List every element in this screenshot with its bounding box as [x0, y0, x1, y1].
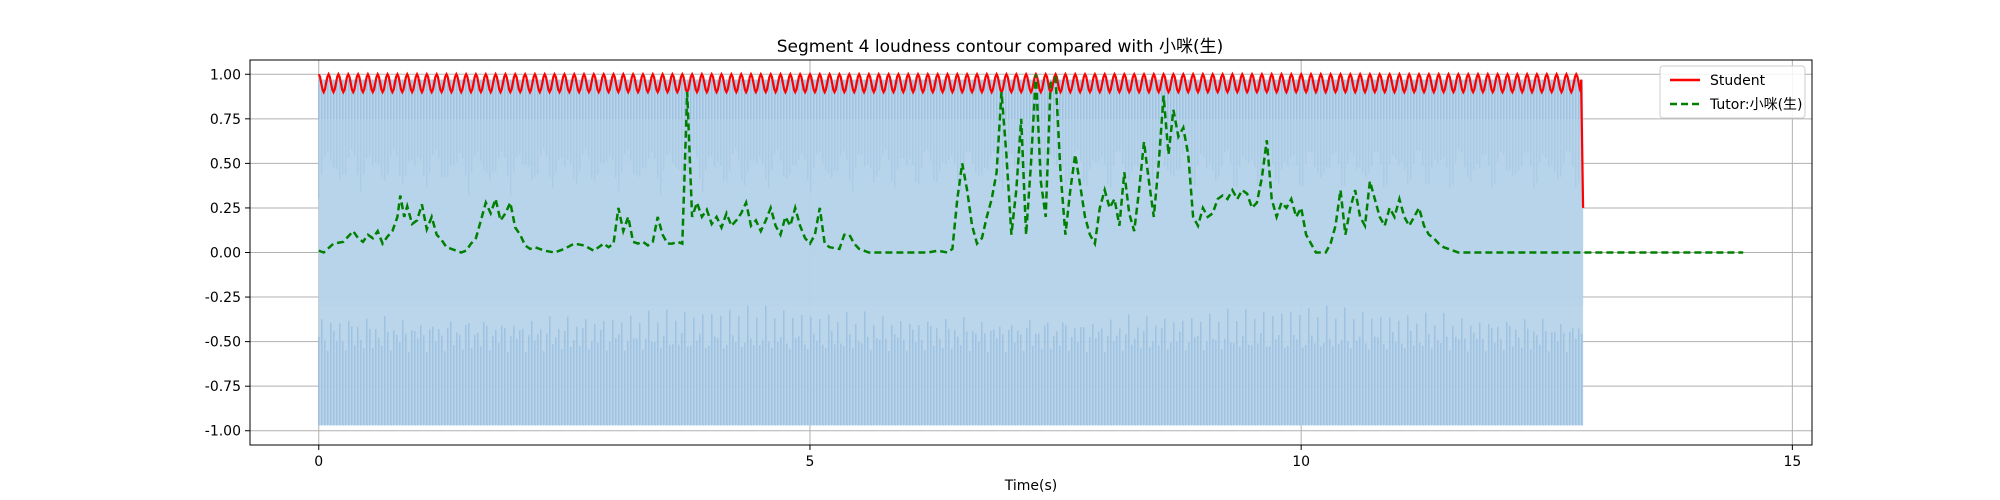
y-axis-ticks: 1.00 0.75 0.50 0.25 0.00 -0.25 -0.50 -0.75 -1.00: [205, 67, 250, 440]
x-tick-label: 5: [806, 454, 815, 470]
x-tick-label: 0: [314, 454, 323, 470]
y-tick-label: 0.25: [210, 201, 241, 217]
y-tick-label: 1.00: [210, 67, 241, 83]
legend: Student Tutor:小咪(生): [1659, 65, 1806, 119]
series-line-tutor: [318, 74, 1744, 254]
series-lines: [317, 71, 1744, 254]
y-tick-label: -1.00: [205, 424, 241, 440]
waveform-stripes-bottom: [318, 305, 1583, 426]
x-tick-label: 10: [1292, 454, 1310, 470]
y-tick-label: 0.50: [210, 156, 241, 172]
x-axis-ticks: 0 5 10 15: [314, 445, 1801, 470]
chart-title: Segment 4 loudness contour compared with…: [777, 37, 1223, 57]
legend-label-student: Student: [1710, 73, 1766, 89]
y-tick-label: -0.50: [205, 335, 241, 351]
x-tick-label: 15: [1783, 454, 1801, 470]
legend-label-tutor: Tutor:小咪(生): [1709, 97, 1803, 113]
series-line-student: [317, 71, 1585, 208]
y-tick-label: 0.75: [210, 112, 241, 128]
y-tick-label: -0.75: [205, 379, 241, 395]
waveform-area: [318, 79, 1584, 426]
x-axis-label: Time(s): [1004, 478, 1057, 494]
waveform-core: [318, 118, 1584, 306]
y-tick-label: -0.25: [205, 290, 241, 306]
y-tick-label: 0.00: [210, 246, 241, 262]
